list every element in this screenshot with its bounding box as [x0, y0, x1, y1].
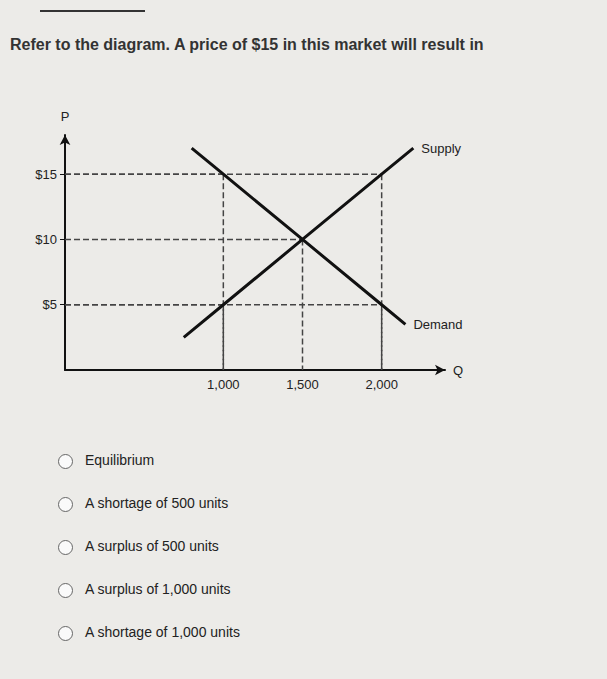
svg-text:2,000: 2,000 [365, 377, 398, 392]
svg-text:$15: $15 [35, 167, 57, 182]
html-text:Refer to the diagram. A price: Refer to the diagram. A price of $15 in … [10, 36, 484, 53]
svg-text:Demand: Demand [413, 317, 462, 332]
svg-text:$5: $5 [43, 297, 57, 312]
html-text:A surplus of 500 units: A surplus of 500 units [85, 538, 219, 554]
html-text:A shortage of 500 units: A shortage of 500 units [85, 495, 229, 511]
html-text:A surplus of 1,000 units: A surplus of 1,000 units [85, 581, 231, 597]
html-text:A shortage of 1,000 units: A shortage of 1,000 units [85, 624, 240, 640]
html-text:Equilibrium: Equilibrium [85, 452, 155, 468]
svg-text:Q: Q [453, 363, 463, 378]
svg-text:1,000: 1,000 [207, 377, 240, 392]
svg-text:1,500: 1,500 [286, 377, 319, 392]
svg-text:P: P [61, 109, 70, 124]
svg-text:Supply: Supply [421, 141, 461, 156]
svg-text:$10: $10 [35, 232, 57, 247]
